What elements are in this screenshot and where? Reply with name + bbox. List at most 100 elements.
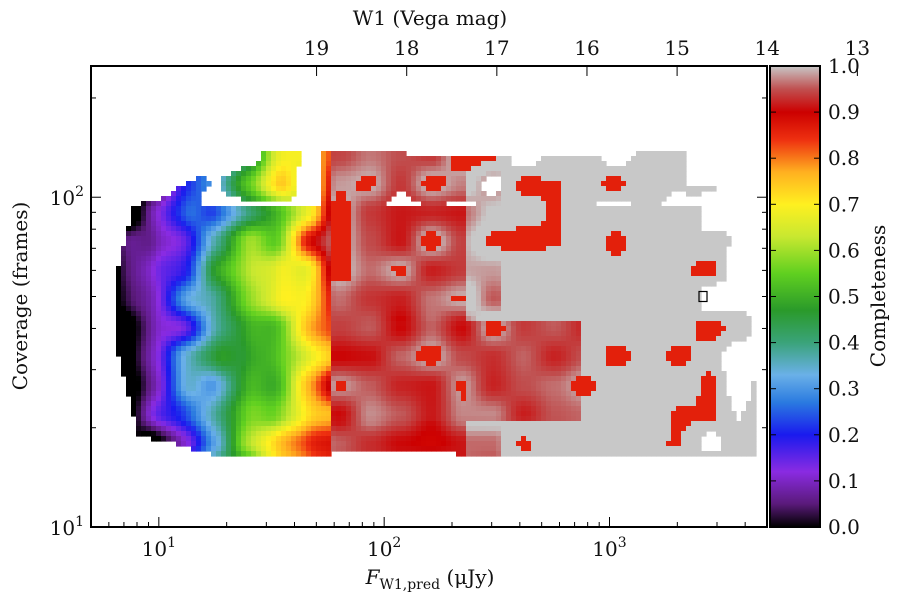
heatmap-cell (431, 226, 437, 232)
heatmap-cell (321, 271, 327, 277)
heatmap-cell (361, 311, 367, 317)
heatmap-cell (296, 326, 302, 332)
heatmap-cell (156, 241, 162, 247)
heatmap-cell (271, 326, 277, 332)
heatmap-cell (141, 406, 147, 412)
heatmap-cell (176, 341, 182, 347)
heatmap-cell (131, 276, 137, 282)
heatmap-cell (486, 201, 492, 207)
heatmap-cell (406, 176, 412, 182)
heatmap-cell (146, 381, 152, 387)
heatmap-cell (421, 401, 427, 407)
heatmap-cell (151, 281, 157, 287)
heatmap-cell (201, 421, 207, 427)
heatmap-cell (426, 186, 432, 192)
heatmap-cell (346, 276, 352, 282)
heatmap-cell (501, 156, 507, 162)
heatmap-cell (441, 331, 447, 337)
heatmap-cell (241, 211, 247, 217)
heatmap-cell (126, 331, 132, 337)
heatmap-cell (551, 431, 557, 437)
heatmap-cell (286, 281, 292, 287)
heatmap-cell (421, 201, 427, 207)
heatmap-cell (321, 261, 327, 267)
heatmap-cell (436, 361, 442, 367)
heatmap-cell (316, 436, 322, 442)
heatmap-cell (181, 321, 187, 327)
heatmap-cell (351, 276, 357, 282)
heatmap-cell (141, 346, 147, 352)
heatmap-cell (276, 401, 282, 407)
heatmap-cell (461, 211, 467, 217)
heatmap-cell (391, 171, 397, 177)
heatmap-cell (131, 326, 137, 332)
heatmap-cell (186, 316, 192, 322)
heatmap-cell (491, 301, 497, 307)
heatmap-cell (511, 276, 517, 282)
heatmap-cell (521, 331, 527, 337)
heatmap-cell (371, 151, 377, 157)
heatmap-cell (561, 441, 567, 447)
heatmap-cell (271, 416, 277, 422)
heatmap-cell (381, 326, 387, 332)
heatmap-cell (411, 191, 417, 197)
heatmap-cell (251, 451, 257, 457)
heatmap-cell (336, 421, 342, 427)
heatmap-cell (546, 441, 552, 447)
heatmap-cell (506, 336, 512, 342)
heatmap-cell (206, 211, 212, 217)
heatmap-cell (411, 436, 417, 442)
heatmap-cell (366, 361, 372, 367)
heatmap-cell (421, 156, 427, 162)
heatmap-cell (226, 421, 232, 427)
heatmap-cell (226, 386, 232, 392)
heatmap-cell (436, 371, 442, 377)
heatmap-cell (231, 276, 237, 282)
heatmap-cell (501, 171, 507, 177)
heatmap-cell (241, 371, 247, 377)
heatmap-cell (391, 411, 397, 417)
heatmap-cell (276, 366, 282, 372)
heatmap-cell (456, 341, 462, 347)
heatmap-cell (341, 186, 347, 192)
heatmap-cell (496, 231, 502, 237)
heatmap-cell (371, 446, 377, 452)
heatmap-cell (471, 426, 477, 432)
heatmap-cell (541, 401, 547, 407)
heatmap-cell (161, 246, 167, 252)
heatmap-cell (556, 221, 562, 227)
heatmap-cell (511, 411, 517, 417)
heatmap-cell (391, 406, 397, 412)
heatmap-cell (376, 341, 382, 347)
heatmap-cell (381, 381, 387, 387)
heatmap-cell (496, 291, 502, 297)
heatmap-cell (316, 241, 322, 247)
heatmap-cell (561, 276, 567, 282)
heatmap-cell (421, 356, 427, 362)
heatmap-cell (441, 251, 447, 257)
heatmap-cell (206, 341, 212, 347)
heatmap-cell (161, 351, 167, 357)
heatmap-cell (381, 221, 387, 227)
heatmap-cell (266, 451, 272, 457)
heatmap-cell (386, 211, 392, 217)
heatmap-cell (351, 366, 357, 372)
heatmap-cell (241, 421, 247, 427)
heatmap-cell (456, 221, 462, 227)
heatmap-cell (321, 221, 327, 227)
heatmap-cell (281, 336, 287, 342)
heatmap-cell (146, 316, 152, 322)
heatmap-cell (326, 356, 332, 362)
heatmap-cell (346, 351, 352, 357)
heatmap-cell (376, 296, 382, 302)
heatmap-cell (561, 396, 567, 402)
heatmap-cell (331, 151, 337, 157)
heatmap-cell (461, 226, 467, 232)
heatmap-cell (271, 186, 277, 192)
heatmap-cell (536, 386, 542, 392)
heatmap-cell (396, 156, 402, 162)
heatmap-cell (371, 171, 377, 177)
heatmap-cell (411, 326, 417, 332)
heatmap-cell (261, 291, 267, 297)
heatmap-cell (486, 411, 492, 417)
